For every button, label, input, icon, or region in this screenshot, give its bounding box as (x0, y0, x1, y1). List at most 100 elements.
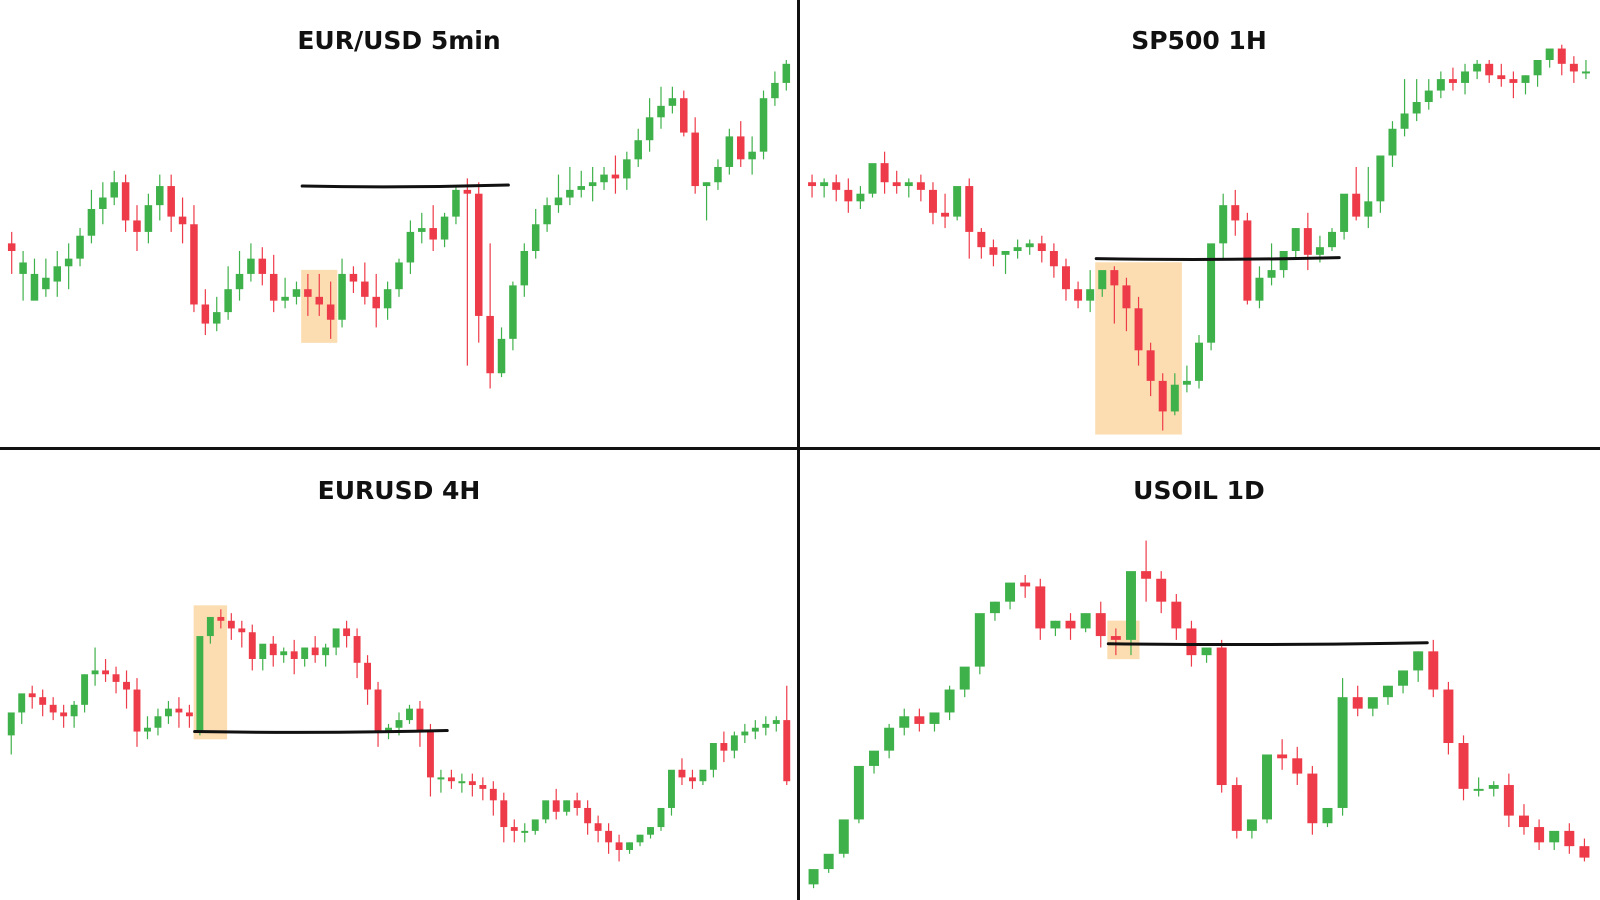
vertical-divider (797, 0, 800, 900)
candle-bull (70, 704, 78, 717)
candle-bear (258, 258, 267, 274)
candle-bear (343, 628, 351, 637)
candle-bull (823, 853, 834, 870)
candle-bear (611, 174, 620, 179)
candle-bear (1171, 601, 1182, 629)
candle-bear (489, 788, 497, 801)
candlestick-chart-sp500-1h (808, 44, 1590, 435)
candle-bull (521, 830, 529, 833)
candle-bull (235, 273, 244, 290)
candle-bear (1134, 308, 1143, 351)
candle-bear (914, 716, 925, 724)
candle-bear (1485, 63, 1494, 76)
candle-bear (361, 281, 369, 297)
candle-bear (1503, 785, 1514, 816)
candle-bear (1277, 754, 1288, 759)
candle-bear (315, 296, 324, 305)
candle-bull (730, 735, 738, 751)
candle-bear (678, 769, 686, 778)
candle-bull (156, 186, 164, 206)
candle-bear (1497, 75, 1506, 80)
chart-panel-sp500-1h: SP500 1H (800, 0, 1598, 448)
candle-bear (1428, 651, 1439, 690)
candle-bear (928, 189, 937, 213)
candle-bull (196, 636, 204, 732)
candle-bull (974, 613, 985, 667)
candle-bull (714, 166, 722, 183)
candle-bear (1122, 285, 1131, 309)
candle-bear (844, 189, 853, 202)
candle-bull (563, 800, 571, 812)
candle-bear (39, 697, 47, 705)
candle-bear (372, 296, 380, 309)
candle-bull (869, 750, 880, 766)
candle-bear (123, 681, 130, 690)
level-line (1106, 641, 1429, 646)
candle-bear (201, 304, 210, 324)
candle-bear (1509, 79, 1518, 83)
candle-bull (452, 189, 460, 217)
candle-bull (1473, 63, 1482, 72)
candle-bull (645, 117, 654, 141)
candle-bull (1398, 670, 1409, 686)
candle-bull (782, 63, 791, 83)
candle-bull (759, 98, 768, 152)
candle-bull (762, 723, 770, 728)
candle-bull (1279, 251, 1288, 271)
candle-bull (554, 197, 563, 206)
candle-bull (247, 258, 255, 274)
candle-bear (175, 708, 183, 713)
candle-bull (110, 182, 118, 198)
chart-title: EURUSD 4H (317, 476, 481, 505)
candle-bull (588, 182, 597, 187)
candle-bull (959, 666, 970, 690)
candle-bull (53, 266, 62, 282)
candle-bear (615, 842, 623, 850)
candle-bull (772, 720, 780, 724)
candle-bull (1315, 247, 1324, 255)
candle-bull (301, 647, 309, 659)
candle-bear (1564, 830, 1575, 847)
chart-title: SP500 1H (1131, 26, 1267, 55)
candle-bull (437, 777, 445, 780)
candle-bull (1533, 60, 1542, 76)
candle-bear (121, 182, 130, 221)
candle-bull (281, 296, 289, 301)
candle-bull (1050, 620, 1061, 629)
candle-bear (1292, 758, 1303, 774)
candle-bear (1186, 628, 1197, 656)
candle-bear (112, 674, 120, 682)
candle-bear (269, 273, 278, 301)
candle-bull (748, 151, 756, 160)
candle-bull (542, 800, 550, 820)
candle-bear (1158, 380, 1167, 412)
candle-bear (374, 689, 382, 732)
candle-bear (429, 228, 437, 240)
candle-bear (227, 620, 235, 629)
candle-bear (1110, 636, 1121, 640)
candle-bear (691, 132, 699, 187)
candle-bull (440, 216, 449, 240)
candle-bear (353, 636, 361, 663)
candle-bull (668, 769, 675, 808)
candle-bear (1352, 697, 1363, 709)
candle-bull (1291, 228, 1300, 251)
candle-bull (30, 273, 39, 301)
chart-panel-usoil-1d: USOIL 1D (800, 450, 1598, 898)
candle-bear (720, 743, 728, 751)
candle-bull (144, 205, 153, 232)
candle-bear (1065, 620, 1076, 629)
candle-bear (1037, 243, 1046, 251)
candle-bear (311, 647, 319, 656)
candle-bear (1569, 63, 1578, 72)
candle-bear (1110, 270, 1119, 286)
candle-bear (7, 243, 16, 251)
candle-bear (1557, 48, 1566, 64)
candle-bear (605, 830, 613, 843)
candle-bull (623, 159, 631, 179)
candle-bear (167, 186, 175, 217)
level-line (193, 729, 449, 734)
candle-bull (332, 628, 340, 648)
candle-bull (1549, 830, 1560, 843)
candle-bear (185, 712, 193, 717)
